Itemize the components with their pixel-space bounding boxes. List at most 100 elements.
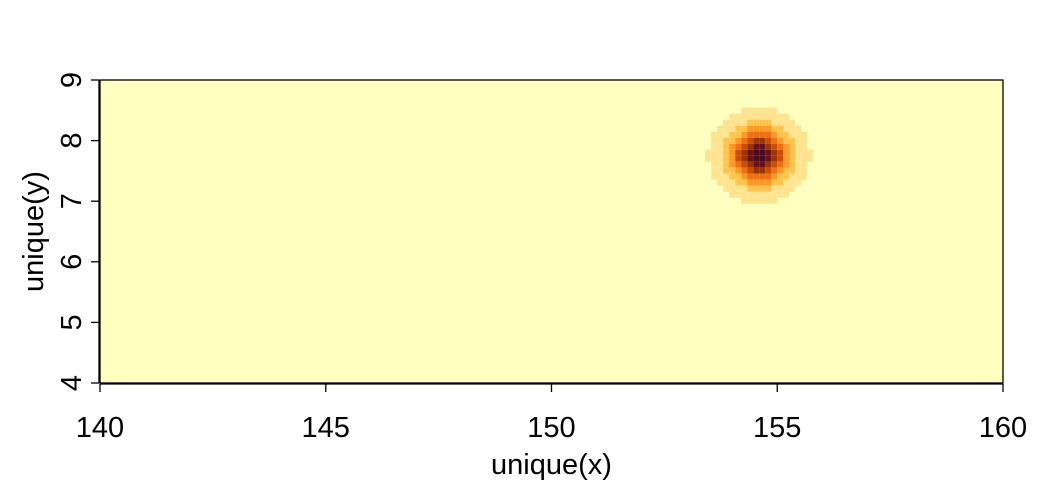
heatmap-cell [729, 173, 736, 180]
heatmap-cell [771, 197, 778, 204]
heatmap-cell [771, 113, 778, 120]
heatmap-cell [729, 167, 736, 174]
heatmap-cell [729, 119, 736, 126]
heatmap-cell [783, 167, 790, 174]
heatmap-cell [741, 191, 748, 198]
heatmap-cell [735, 113, 742, 120]
heatmap-cell [777, 143, 784, 150]
heatmap-cell [747, 167, 754, 174]
heatmap-cell [717, 173, 724, 180]
heatmap-cell [711, 131, 718, 138]
heatmap-cell [723, 143, 730, 150]
heatmap-cell [735, 149, 742, 156]
heatmap-cell [705, 155, 712, 162]
heatmap-cell [753, 179, 760, 186]
heatmap-cell [717, 161, 724, 168]
heatmap-cell [723, 185, 730, 192]
heatmap-cell [795, 173, 802, 180]
heatmap-cell [765, 167, 772, 174]
heatmap-cell [753, 119, 760, 126]
heatmap-cell [783, 161, 790, 168]
heatmap-cell [783, 191, 790, 198]
heatmap-cell [729, 143, 736, 150]
heatmap-cell [789, 179, 796, 186]
x-tick-label: 160 [979, 412, 1027, 444]
heatmap-cell [747, 107, 754, 114]
heatmap-cell [723, 131, 730, 138]
heatmap-cell [753, 173, 760, 180]
heatmap-cell [741, 173, 748, 180]
heatmap-cell [741, 197, 748, 204]
heatmap-cell [723, 167, 730, 174]
heatmap-cell [753, 191, 760, 198]
heatmap-cell [765, 149, 772, 156]
heatmap-cell [717, 125, 724, 132]
heatmap-cell [777, 131, 784, 138]
heatmap-cell [777, 179, 784, 186]
heatmap-cell [771, 179, 778, 186]
heatmap-cell [765, 197, 772, 204]
x-tick-label: 145 [302, 412, 350, 444]
heatmap-cell [753, 113, 760, 120]
heatmap-cell [735, 131, 742, 138]
heatmap-cell [765, 191, 772, 198]
heatmap-cell [759, 173, 766, 180]
heatmap-cell [783, 143, 790, 150]
heatmap-cell [759, 155, 766, 162]
heatmap-cell [771, 167, 778, 174]
heatmap-cell [771, 143, 778, 150]
heatmap-cell [771, 125, 778, 132]
heatmap-cell [765, 173, 772, 180]
heatmap-cell [741, 113, 748, 120]
heatmap-cell [729, 155, 736, 162]
heatmap-cell [723, 119, 730, 126]
heatmap-cell [771, 107, 778, 114]
heatmap-cell [777, 191, 784, 198]
heatmap-cell [765, 113, 772, 120]
heatmap-cell [765, 107, 772, 114]
heatmap-cell [771, 149, 778, 156]
heatmap-cell [753, 149, 760, 156]
heatmap-cell [789, 131, 796, 138]
heatmap-cell [729, 191, 736, 198]
heatmap-cell [801, 161, 808, 168]
heatmap-cell [765, 137, 772, 144]
heatmap-cell [771, 185, 778, 192]
heatmap-cell [717, 143, 724, 150]
heatmap-cell [741, 161, 748, 168]
heatmap-cell [801, 131, 808, 138]
heatmap-cell [759, 125, 766, 132]
heatmap-cell [723, 125, 730, 132]
heatmap-cell [783, 113, 790, 120]
heatmap-cell [789, 137, 796, 144]
heatmap-cell [711, 149, 718, 156]
heatmap-cell [795, 167, 802, 174]
heatmap-cell [741, 119, 748, 126]
heatmap-cell [729, 131, 736, 138]
heatmap-cell [783, 173, 790, 180]
heatmap-cell [777, 167, 784, 174]
heatmap-cell [795, 155, 802, 162]
heatmap-cell [759, 119, 766, 126]
y-tick-label: 9 [56, 72, 88, 88]
heatmap-cell [759, 143, 766, 150]
heatmap-cell [771, 131, 778, 138]
heatmap-cell [783, 155, 790, 162]
heatmap-cell [795, 149, 802, 156]
heatmap-cell [783, 185, 790, 192]
heatmap-cell [753, 185, 760, 192]
heatmap-cell [729, 185, 736, 192]
heatmap-cell [795, 161, 802, 168]
heatmap-cell [735, 191, 742, 198]
heatmap-cell [783, 179, 790, 186]
heatmap-cell [759, 113, 766, 120]
heatmap-cell [777, 149, 784, 156]
heatmap-cell [735, 155, 742, 162]
heatmap-cell [795, 137, 802, 144]
heatmap-cell [741, 143, 748, 150]
heatmap-cell [723, 161, 730, 168]
heatmap-cell [783, 119, 790, 126]
y-tick-label: 8 [56, 133, 88, 149]
heatmap-cell [735, 179, 742, 186]
